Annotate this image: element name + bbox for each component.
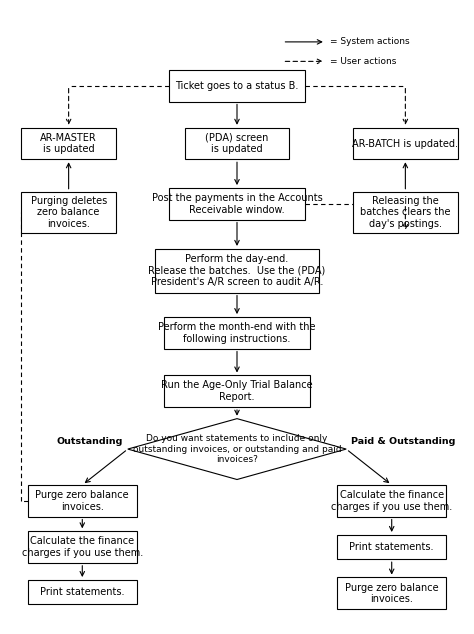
FancyBboxPatch shape xyxy=(353,191,458,233)
Text: Calculate the finance
charges if you use them.: Calculate the finance charges if you use… xyxy=(22,536,143,558)
Text: Calculate the finance
charges if you use them.: Calculate the finance charges if you use… xyxy=(331,490,452,512)
FancyBboxPatch shape xyxy=(169,188,305,219)
Text: Do you want statements to include only
outstanding invoices, or outstanding and : Do you want statements to include only o… xyxy=(133,434,341,464)
FancyBboxPatch shape xyxy=(155,249,319,293)
Text: AR-BATCH is updated.: AR-BATCH is updated. xyxy=(352,139,458,148)
Text: Purging deletes
zero balance
invoices.: Purging deletes zero balance invoices. xyxy=(30,196,107,229)
Text: = User actions: = User actions xyxy=(330,57,397,66)
FancyBboxPatch shape xyxy=(27,580,137,604)
Polygon shape xyxy=(128,418,346,479)
Text: Perform the day-end.
Release the batches.  Use the (PDA)
President's A/R screen : Perform the day-end. Release the batches… xyxy=(148,254,326,287)
FancyBboxPatch shape xyxy=(164,317,310,349)
Text: Purge zero balance
invoices.: Purge zero balance invoices. xyxy=(345,583,438,604)
FancyBboxPatch shape xyxy=(27,531,137,563)
FancyBboxPatch shape xyxy=(353,127,458,159)
Text: Releasing the
batches clears the
day's postings.: Releasing the batches clears the day's p… xyxy=(360,196,451,229)
Text: AR-MASTER
is updated: AR-MASTER is updated xyxy=(40,133,97,154)
Text: = System actions: = System actions xyxy=(330,37,410,46)
FancyBboxPatch shape xyxy=(337,535,447,559)
Text: Print statements.: Print statements. xyxy=(40,587,125,597)
Text: Post the payments in the Accounts
Receivable window.: Post the payments in the Accounts Receiv… xyxy=(152,193,322,214)
Text: Run the Age-Only Trial Balance
Report.: Run the Age-Only Trial Balance Report. xyxy=(161,380,313,402)
FancyBboxPatch shape xyxy=(27,485,137,517)
FancyBboxPatch shape xyxy=(337,485,447,517)
Text: Paid & Outstanding: Paid & Outstanding xyxy=(351,437,455,446)
Text: Ticket goes to a status B.: Ticket goes to a status B. xyxy=(175,81,299,91)
Text: Perform the month-end with the
following instructions.: Perform the month-end with the following… xyxy=(158,322,316,344)
FancyBboxPatch shape xyxy=(21,127,117,159)
Text: (PDA) screen
is updated: (PDA) screen is updated xyxy=(205,133,269,154)
FancyBboxPatch shape xyxy=(169,70,305,101)
FancyBboxPatch shape xyxy=(164,375,310,407)
FancyBboxPatch shape xyxy=(21,191,117,233)
FancyBboxPatch shape xyxy=(337,578,447,609)
Text: Purge zero balance
invoices.: Purge zero balance invoices. xyxy=(36,490,129,512)
FancyBboxPatch shape xyxy=(185,127,289,159)
Text: Outstanding: Outstanding xyxy=(57,437,123,446)
Text: Print statements.: Print statements. xyxy=(349,542,434,552)
